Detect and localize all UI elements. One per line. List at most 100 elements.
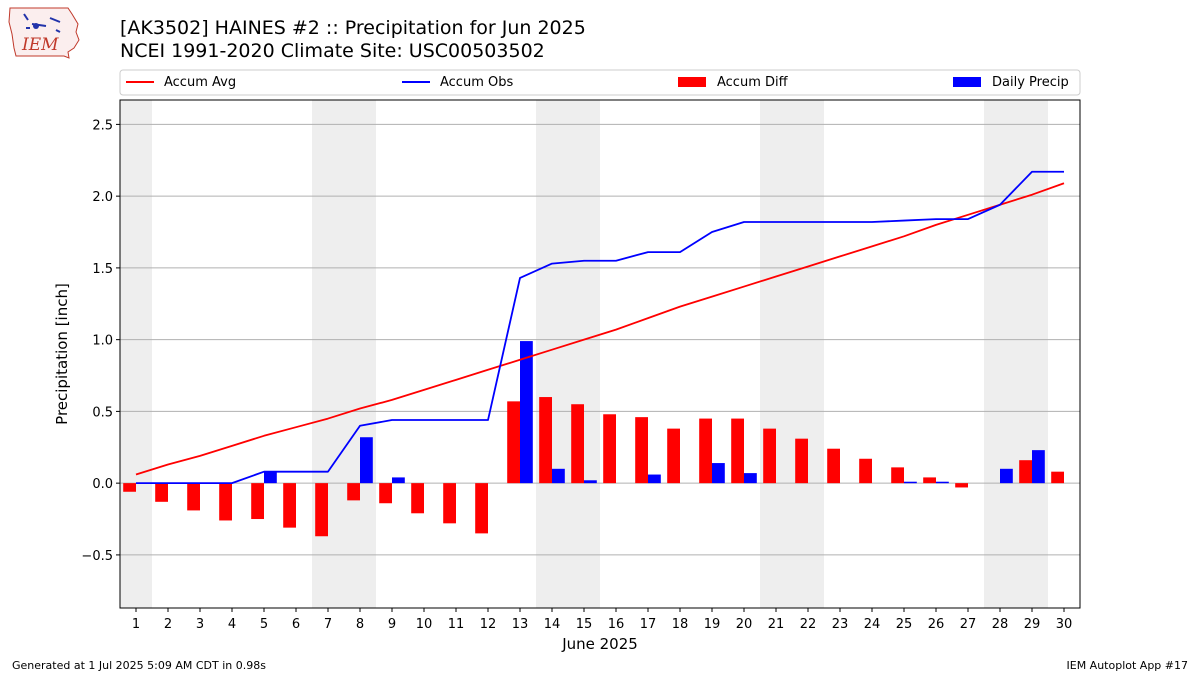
legend-box: [119, 69, 1081, 96]
x-tick-label: 6: [292, 617, 300, 632]
x-tick-label: 22: [800, 617, 817, 632]
y-tick-label: 2.5: [92, 118, 113, 133]
x-tick-label: 8: [356, 617, 364, 632]
x-tick-label: 26: [928, 617, 945, 632]
line-accum-avg: [135, 182, 1065, 476]
y-axis-label: Precipitation [inch]: [53, 283, 71, 425]
bar-accum-diff-day-10: [411, 483, 424, 514]
bar-daily-precip-day-5: [264, 471, 277, 484]
bar-accum-diff-day-13: [507, 401, 520, 484]
bar-accum-diff-day-6: [283, 483, 296, 528]
bars-layer: [123, 341, 1064, 537]
iowa-state-map-icon: [8, 7, 80, 59]
legend-label-accum-obs: Accum Obs: [440, 75, 513, 90]
legend-swatch-accum-diff: [678, 77, 706, 87]
x-tick-label: 23: [832, 617, 849, 632]
x-tick-label: 3: [196, 617, 204, 632]
bar-accum-diff-day-3: [187, 483, 200, 511]
bar-accum-diff-day-8: [347, 483, 360, 501]
y-tick-label: 0.5: [92, 405, 113, 420]
weekend-shading-layer: [120, 100, 1048, 608]
x-tick-label: 4: [228, 617, 236, 632]
x-tick-label: 28: [992, 617, 1009, 632]
bar-accum-diff-day-22: [795, 438, 808, 484]
weekend-shade-day-28: [984, 100, 1016, 608]
app-credit: IEM Autoplot App #17: [1066, 659, 1189, 672]
bar-accum-diff-day-30: [1051, 471, 1064, 484]
x-tick-label: 29: [1024, 617, 1041, 632]
bar-accum-diff-day-24: [859, 458, 872, 484]
bar-accum-diff-day-15: [571, 404, 584, 484]
x-tick-label: 9: [388, 617, 396, 632]
y-tick-label: 1.0: [92, 334, 113, 349]
chart-subtitle: NCEI 1991-2020 Climate Site: USC00503502: [120, 40, 545, 62]
bar-daily-precip-day-9: [392, 477, 405, 484]
bar-daily-precip-day-15: [584, 480, 597, 484]
bar-accum-diff-day-2: [155, 483, 168, 502]
bar-accum-diff-day-9: [379, 483, 392, 504]
bar-accum-diff-day-20: [731, 418, 744, 484]
y-axis: −0.5 0.0 0.5 1.0 1.5 2.0 2.5: [81, 118, 120, 564]
bar-accum-diff-day-1: [123, 483, 136, 492]
x-tick-label: 24: [864, 617, 881, 632]
weekend-shade-day-14: [536, 100, 568, 608]
chart-title: [AK3502] HAINES #2 :: Precipitation for …: [120, 17, 586, 39]
bar-accum-diff-day-17: [635, 417, 648, 484]
bar-accum-diff-day-16: [603, 414, 616, 484]
x-tick-label: 30: [1056, 617, 1073, 632]
bar-accum-diff-day-26: [923, 477, 936, 484]
y-tick-label: −0.5: [81, 549, 113, 564]
y-tick-label: 2.0: [92, 190, 113, 205]
line-accum-obs: [136, 170, 1064, 485]
weekend-shade-day-15: [568, 100, 600, 608]
legend-label-accum-avg: Accum Avg: [164, 75, 236, 90]
bar-daily-precip-day-19: [712, 463, 725, 484]
weekend-shade-day-1: [120, 100, 152, 608]
iem-logo: IEM: [8, 7, 80, 59]
bar-accum-diff-day-25: [891, 467, 904, 484]
generated-timestamp: Generated at 1 Jul 2025 5:09 AM CDT in 0…: [12, 659, 266, 672]
bar-accum-diff-day-14: [539, 397, 552, 484]
bar-daily-precip-day-25: [904, 481, 917, 484]
x-tick-label: 11: [448, 617, 465, 632]
weekend-shade-day-21: [760, 100, 792, 608]
x-tick-label: 10: [416, 617, 433, 632]
plot-frame: [119, 99, 1081, 609]
bar-accum-diff-day-12: [475, 483, 488, 534]
bar-daily-precip-day-26: [936, 481, 949, 484]
x-tick-label: 20: [736, 617, 753, 632]
bar-accum-diff-day-29: [1019, 460, 1032, 484]
y-tick-label: 0.0: [92, 477, 113, 492]
bar-daily-precip-day-13: [520, 341, 533, 484]
x-tick-label: 19: [704, 617, 721, 632]
logo-text: IEM: [21, 35, 59, 55]
x-tick-label: 7: [324, 617, 332, 632]
legend: Accum Avg Accum Obs Accum Diff Daily Pre…: [119, 69, 1081, 96]
bar-daily-precip-day-28: [1000, 468, 1013, 484]
x-tick-label: 17: [640, 617, 657, 632]
bar-daily-precip-day-8: [360, 437, 373, 484]
x-tick-label: 2: [164, 617, 172, 632]
weekend-shade-day-8: [344, 100, 376, 608]
bar-accum-diff-day-18: [667, 428, 680, 484]
x-tick-label: 18: [672, 617, 689, 632]
x-tick-label: 14: [544, 617, 561, 632]
bar-accum-diff-day-5: [251, 483, 264, 520]
x-tick-label: 16: [608, 617, 625, 632]
x-tick-label: 15: [576, 617, 593, 632]
bar-daily-precip-day-20: [744, 473, 757, 484]
x-tick-label: 1: [132, 617, 140, 632]
grid-layer: [120, 123, 1080, 556]
x-tick-label: 21: [768, 617, 785, 632]
weekend-shade-day-29: [1016, 100, 1048, 608]
bar-accum-diff-day-19: [699, 418, 712, 484]
legend-label-daily-precip: Daily Precip: [992, 75, 1069, 90]
bar-daily-precip-day-14: [552, 468, 565, 484]
legend-swatch-daily-precip: [953, 77, 981, 87]
x-tick-label: 13: [512, 617, 529, 632]
bar-accum-diff-day-11: [443, 483, 456, 524]
x-tick-label: 5: [260, 617, 268, 632]
bar-daily-precip-day-29: [1032, 450, 1045, 484]
sun-dot-icon: [33, 23, 39, 29]
